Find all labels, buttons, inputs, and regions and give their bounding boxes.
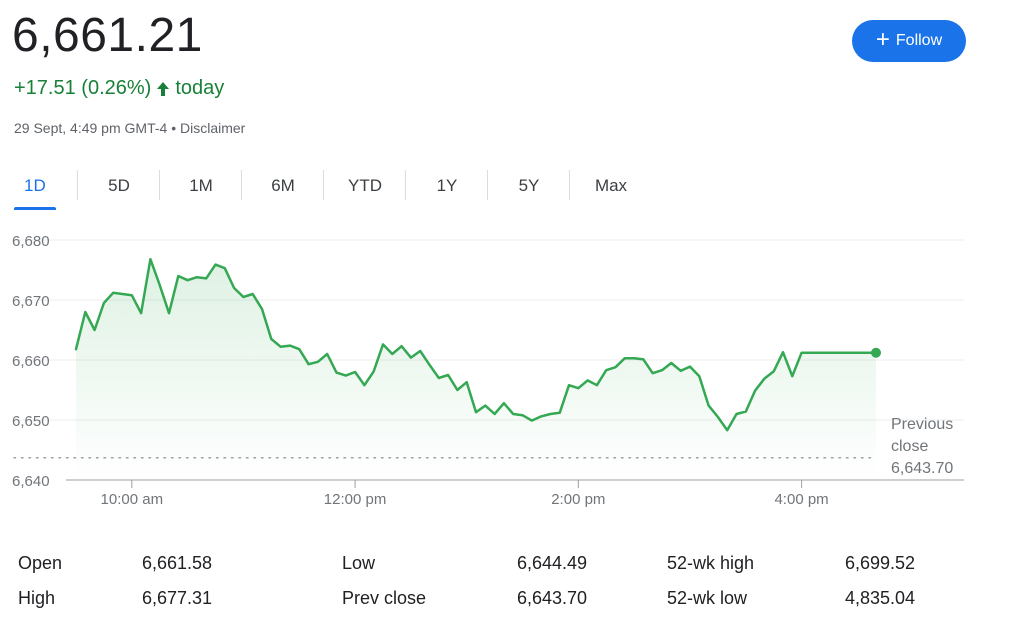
tab-ytd[interactable]: YTD <box>324 168 406 204</box>
stat-52wk-high-label: 52-wk high <box>667 553 755 573</box>
stat-52wk-low-value: 4,835.04 <box>845 588 916 608</box>
stat-open-label: Open <box>18 553 63 573</box>
series-line <box>74 257 878 432</box>
previous-close-label: Previous <box>891 416 953 433</box>
stat-high-value: 6,677.31 <box>142 588 213 608</box>
tab-1m[interactable]: 1M <box>160 168 242 204</box>
last-point-marker <box>871 347 881 358</box>
plus-icon: + <box>875 26 890 53</box>
stat-prev-close-label: Prev close <box>342 588 427 608</box>
y-tick-label: 6,670 <box>12 293 50 310</box>
quote-meta: 29 Sept, 4:49 pm GMT-4 • Disclaimer <box>14 120 245 136</box>
x-tick-label: 12:00 pm <box>324 491 387 508</box>
range-tabs: 1D 5D 1M 6M YTD 1Y 5Y Max <box>0 168 652 210</box>
price-chart[interactable]: 6,640 6,650 6,660 6,670 6,680 10:00 am 12:00 p… <box>0 222 1024 522</box>
y-tick-label: 6,650 <box>12 413 50 430</box>
stat-52wk-high-value: 6,699.52 <box>845 553 916 573</box>
stat-open-value: 6,661.58 <box>142 553 213 573</box>
stock-price: 6,661.21 <box>12 9 203 62</box>
tab-5y[interactable]: 5Y <box>488 168 570 204</box>
stat-low-label: Low <box>342 553 376 573</box>
stat-high-label: High <box>18 588 56 608</box>
stat-prev-close-value: 6,643.70 <box>517 588 588 608</box>
stat-low-value: 6,644.49 <box>517 553 588 573</box>
x-tick-label: 4:00 pm <box>774 491 828 508</box>
timestamp: 29 Sept, 4:49 pm GMT-4 <box>14 120 168 136</box>
price-change: +17.51 (0.26%) today <box>14 77 224 100</box>
tab-1y[interactable]: 1Y <box>406 168 488 204</box>
x-tick-label: 10:00 am <box>101 491 164 508</box>
follow-label: Follow <box>895 32 943 49</box>
tab-6m[interactable]: 6M <box>242 168 324 204</box>
x-tick-label: 2:00 pm <box>551 491 605 508</box>
previous-close-label: close <box>891 438 928 455</box>
key-stats: Open 6,661.58 Low 6,644.49 52-wk high 6,… <box>18 546 958 616</box>
series-area <box>76 259 876 480</box>
disclaimer-link[interactable]: Disclaimer <box>179 120 246 136</box>
y-tick-label: 6,660 <box>12 353 50 370</box>
arrow-up-icon <box>157 81 170 96</box>
meta-separator: • <box>171 120 177 136</box>
y-tick-label: 6,640 <box>12 473 50 490</box>
stat-52wk-low-label: 52-wk low <box>667 588 748 608</box>
change-period: today <box>175 77 225 99</box>
stats-row: High 6,677.31 Prev close 6,643.70 52-wk … <box>18 581 958 616</box>
previous-close-value: 6,643.70 <box>891 460 953 477</box>
stats-row: Open 6,661.58 Low 6,644.49 52-wk high 6,… <box>18 546 958 581</box>
follow-button[interactable]: + Follow <box>852 20 966 62</box>
y-tick-label: 6,680 <box>12 233 50 250</box>
tab-5d[interactable]: 5D <box>78 168 160 204</box>
tab-max[interactable]: Max <box>594 176 628 195</box>
tab-1d[interactable]: 1D <box>0 168 78 210</box>
change-value: +17.51 (0.26%) <box>14 77 152 99</box>
